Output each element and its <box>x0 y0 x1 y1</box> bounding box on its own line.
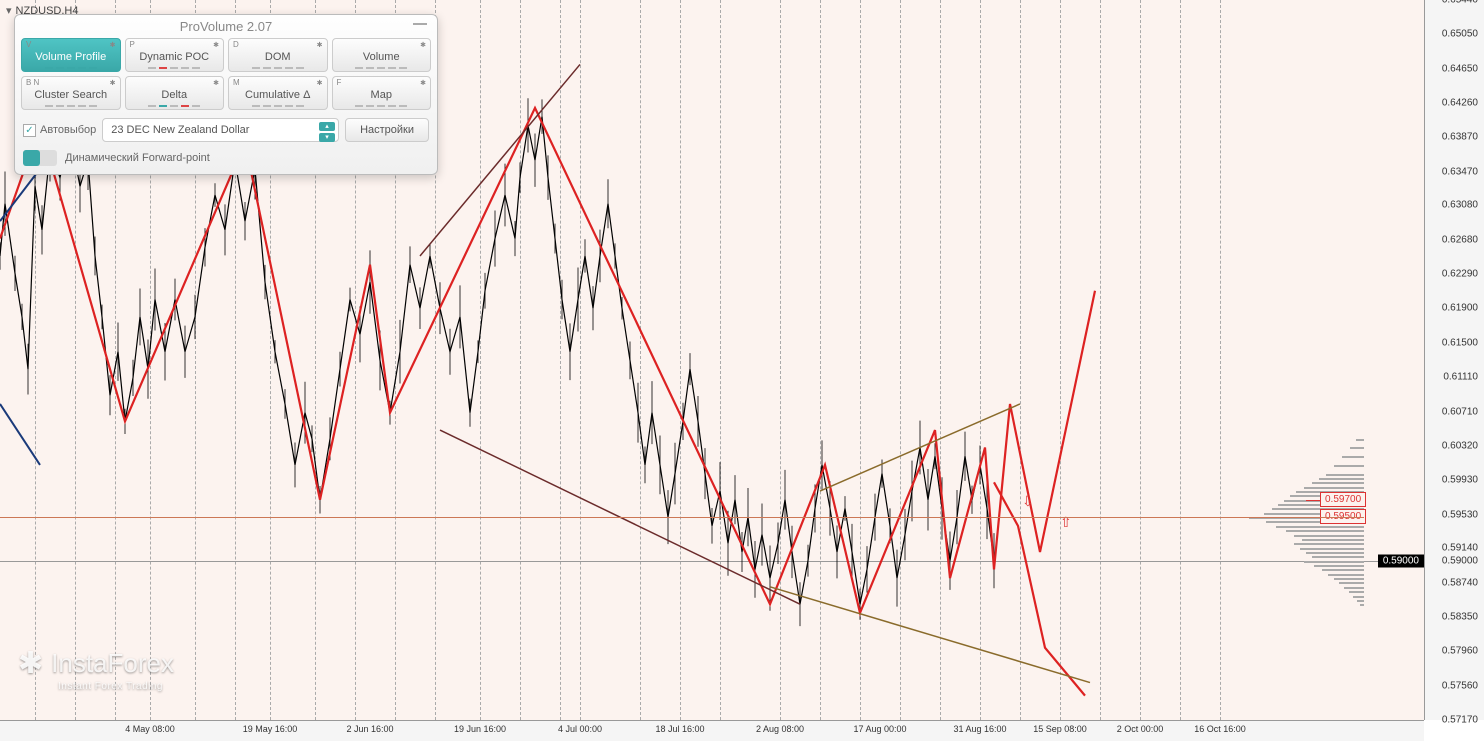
x-tick-label: 19 May 16:00 <box>243 724 298 734</box>
panel-title: ProVolume 2.07 <box>15 15 437 36</box>
grid-vline <box>900 0 901 720</box>
price-level-box: 0.59700 <box>1320 492 1366 507</box>
current-price-hline <box>0 561 1424 562</box>
y-tick-label: 0.59140 <box>1442 543 1478 554</box>
y-tick-label: 0.60320 <box>1442 440 1478 451</box>
x-tick-label: 4 May 08:00 <box>125 724 175 734</box>
logo-icon: ✱ <box>18 646 43 681</box>
autoselect-label: Автовыбор <box>40 124 96 136</box>
y-tick-label: 0.61500 <box>1442 338 1478 349</box>
y-tick-label: 0.62290 <box>1442 269 1478 280</box>
grid-vline <box>1220 0 1221 720</box>
y-tick-label: 0.64260 <box>1442 97 1478 108</box>
grid-vline <box>1140 0 1141 720</box>
grid-vline <box>980 0 981 720</box>
y-tick-label: 0.60710 <box>1442 406 1478 417</box>
x-tick-label: 16 Oct 16:00 <box>1194 724 1246 734</box>
y-tick-label: 0.57170 <box>1442 715 1478 726</box>
instrument-value: 23 DEC New Zealand Dollar <box>111 124 249 136</box>
settings-button[interactable]: Настройки <box>345 118 429 142</box>
grid-vline <box>580 0 581 720</box>
y-tick-label: 0.63470 <box>1442 166 1478 177</box>
logo-brand: InstaForex <box>51 648 174 679</box>
y-axis: 0.65440 0.65050 0.64650 0.64260 0.63870 0.634… <box>1424 0 1484 720</box>
y-tick-label: 0.59530 <box>1442 509 1478 520</box>
y-tick-label: 0.59930 <box>1442 474 1478 485</box>
y-tick-label: 0.62680 <box>1442 235 1478 246</box>
y-tick-label: 0.64650 <box>1442 63 1478 74</box>
x-tick-label: 2 Oct 00:00 <box>1117 724 1164 734</box>
panel-button-cluster-search[interactable]: B NCluster Search <box>21 76 121 110</box>
brand-logo: ✱ InstaForex Instant Forex Trading <box>18 646 174 692</box>
grid-vline <box>480 0 481 720</box>
x-tick-label: 2 Aug 08:00 <box>756 724 804 734</box>
y-tick-label: 0.58740 <box>1442 578 1478 589</box>
y-tick-label: 0.61110 <box>1443 371 1478 382</box>
x-tick-label: 15 Sep 08:00 <box>1033 724 1087 734</box>
grid-vline <box>720 0 721 720</box>
chart-area[interactable]: NZDUSD,H4 0.597000.59500 ⇩⇧ ✱ InstaForex… <box>0 0 1424 720</box>
x-tick-label: 4 Jul 00:00 <box>558 724 602 734</box>
y-tick-label: 0.59000 <box>1442 555 1478 566</box>
grid-vline <box>640 0 641 720</box>
forward-point-toggle[interactable] <box>23 150 57 166</box>
y-tick-label: 0.57560 <box>1442 681 1478 692</box>
provolume-panel[interactable]: ProVolume 2.07 VVolume ProfilePDynamic P… <box>14 14 438 175</box>
grid-vline <box>940 0 941 720</box>
panel-button-volume-profile[interactable]: VVolume Profile <box>21 38 121 72</box>
y-tick-label: 0.63870 <box>1442 131 1478 142</box>
x-tick-label: 19 Jun 16:00 <box>454 724 506 734</box>
panel-button-delta[interactable]: Delta <box>125 76 225 110</box>
grid-vline <box>520 0 521 720</box>
panel-button-cumulative-[interactable]: MCumulative Δ <box>228 76 328 110</box>
grid-vline <box>680 0 681 720</box>
y-tick-label: 0.65050 <box>1442 28 1478 39</box>
autoselect-checkbox[interactable]: ✓ Автовыбор <box>23 124 96 137</box>
poc-line <box>0 517 1364 518</box>
grid-vline <box>1060 0 1061 720</box>
y-tick-label: 0.63080 <box>1442 200 1478 211</box>
forward-point-label: Динамический Forward-point <box>65 152 210 164</box>
grid-vline <box>560 0 561 720</box>
y-tick-label: 0.61900 <box>1442 303 1478 314</box>
grid-vline <box>780 0 781 720</box>
panel-button-volume[interactable]: Volume <box>332 38 432 72</box>
panel-button-map[interactable]: FMap <box>332 76 432 110</box>
grid-vline <box>1100 0 1101 720</box>
current-price-marker: 0.59000 <box>1378 554 1424 567</box>
y-tick-label: 0.65440 <box>1442 0 1478 6</box>
instrument-select[interactable]: 23 DEC New Zealand Dollar ▴▾ <box>102 118 339 142</box>
x-tick-label: 2 Jun 16:00 <box>346 724 393 734</box>
y-tick-label: 0.57960 <box>1442 646 1478 657</box>
x-axis: 4 May 08:00 19 May 16:00 2 Jun 16:00 19 Jun… <box>0 720 1424 741</box>
logo-tagline: Instant Forex Trading <box>58 681 174 692</box>
grid-vline <box>820 0 821 720</box>
x-tick-label: 31 Aug 16:00 <box>953 724 1006 734</box>
grid-vline <box>860 0 861 720</box>
y-tick-label: 0.58350 <box>1442 612 1478 623</box>
panel-button-dynamic-poc[interactable]: PDynamic POC <box>125 38 225 72</box>
arrow-down-icon: ⇩ <box>1022 493 1034 510</box>
panel-button-dom[interactable]: DDOM <box>228 38 328 72</box>
grid-vline <box>1020 0 1021 720</box>
x-tick-label: 17 Aug 00:00 <box>853 724 906 734</box>
volume-profile <box>1244 0 1364 720</box>
minimize-button[interactable] <box>413 21 427 25</box>
x-tick-label: 18 Jul 16:00 <box>655 724 704 734</box>
grid-vline <box>1180 0 1181 720</box>
